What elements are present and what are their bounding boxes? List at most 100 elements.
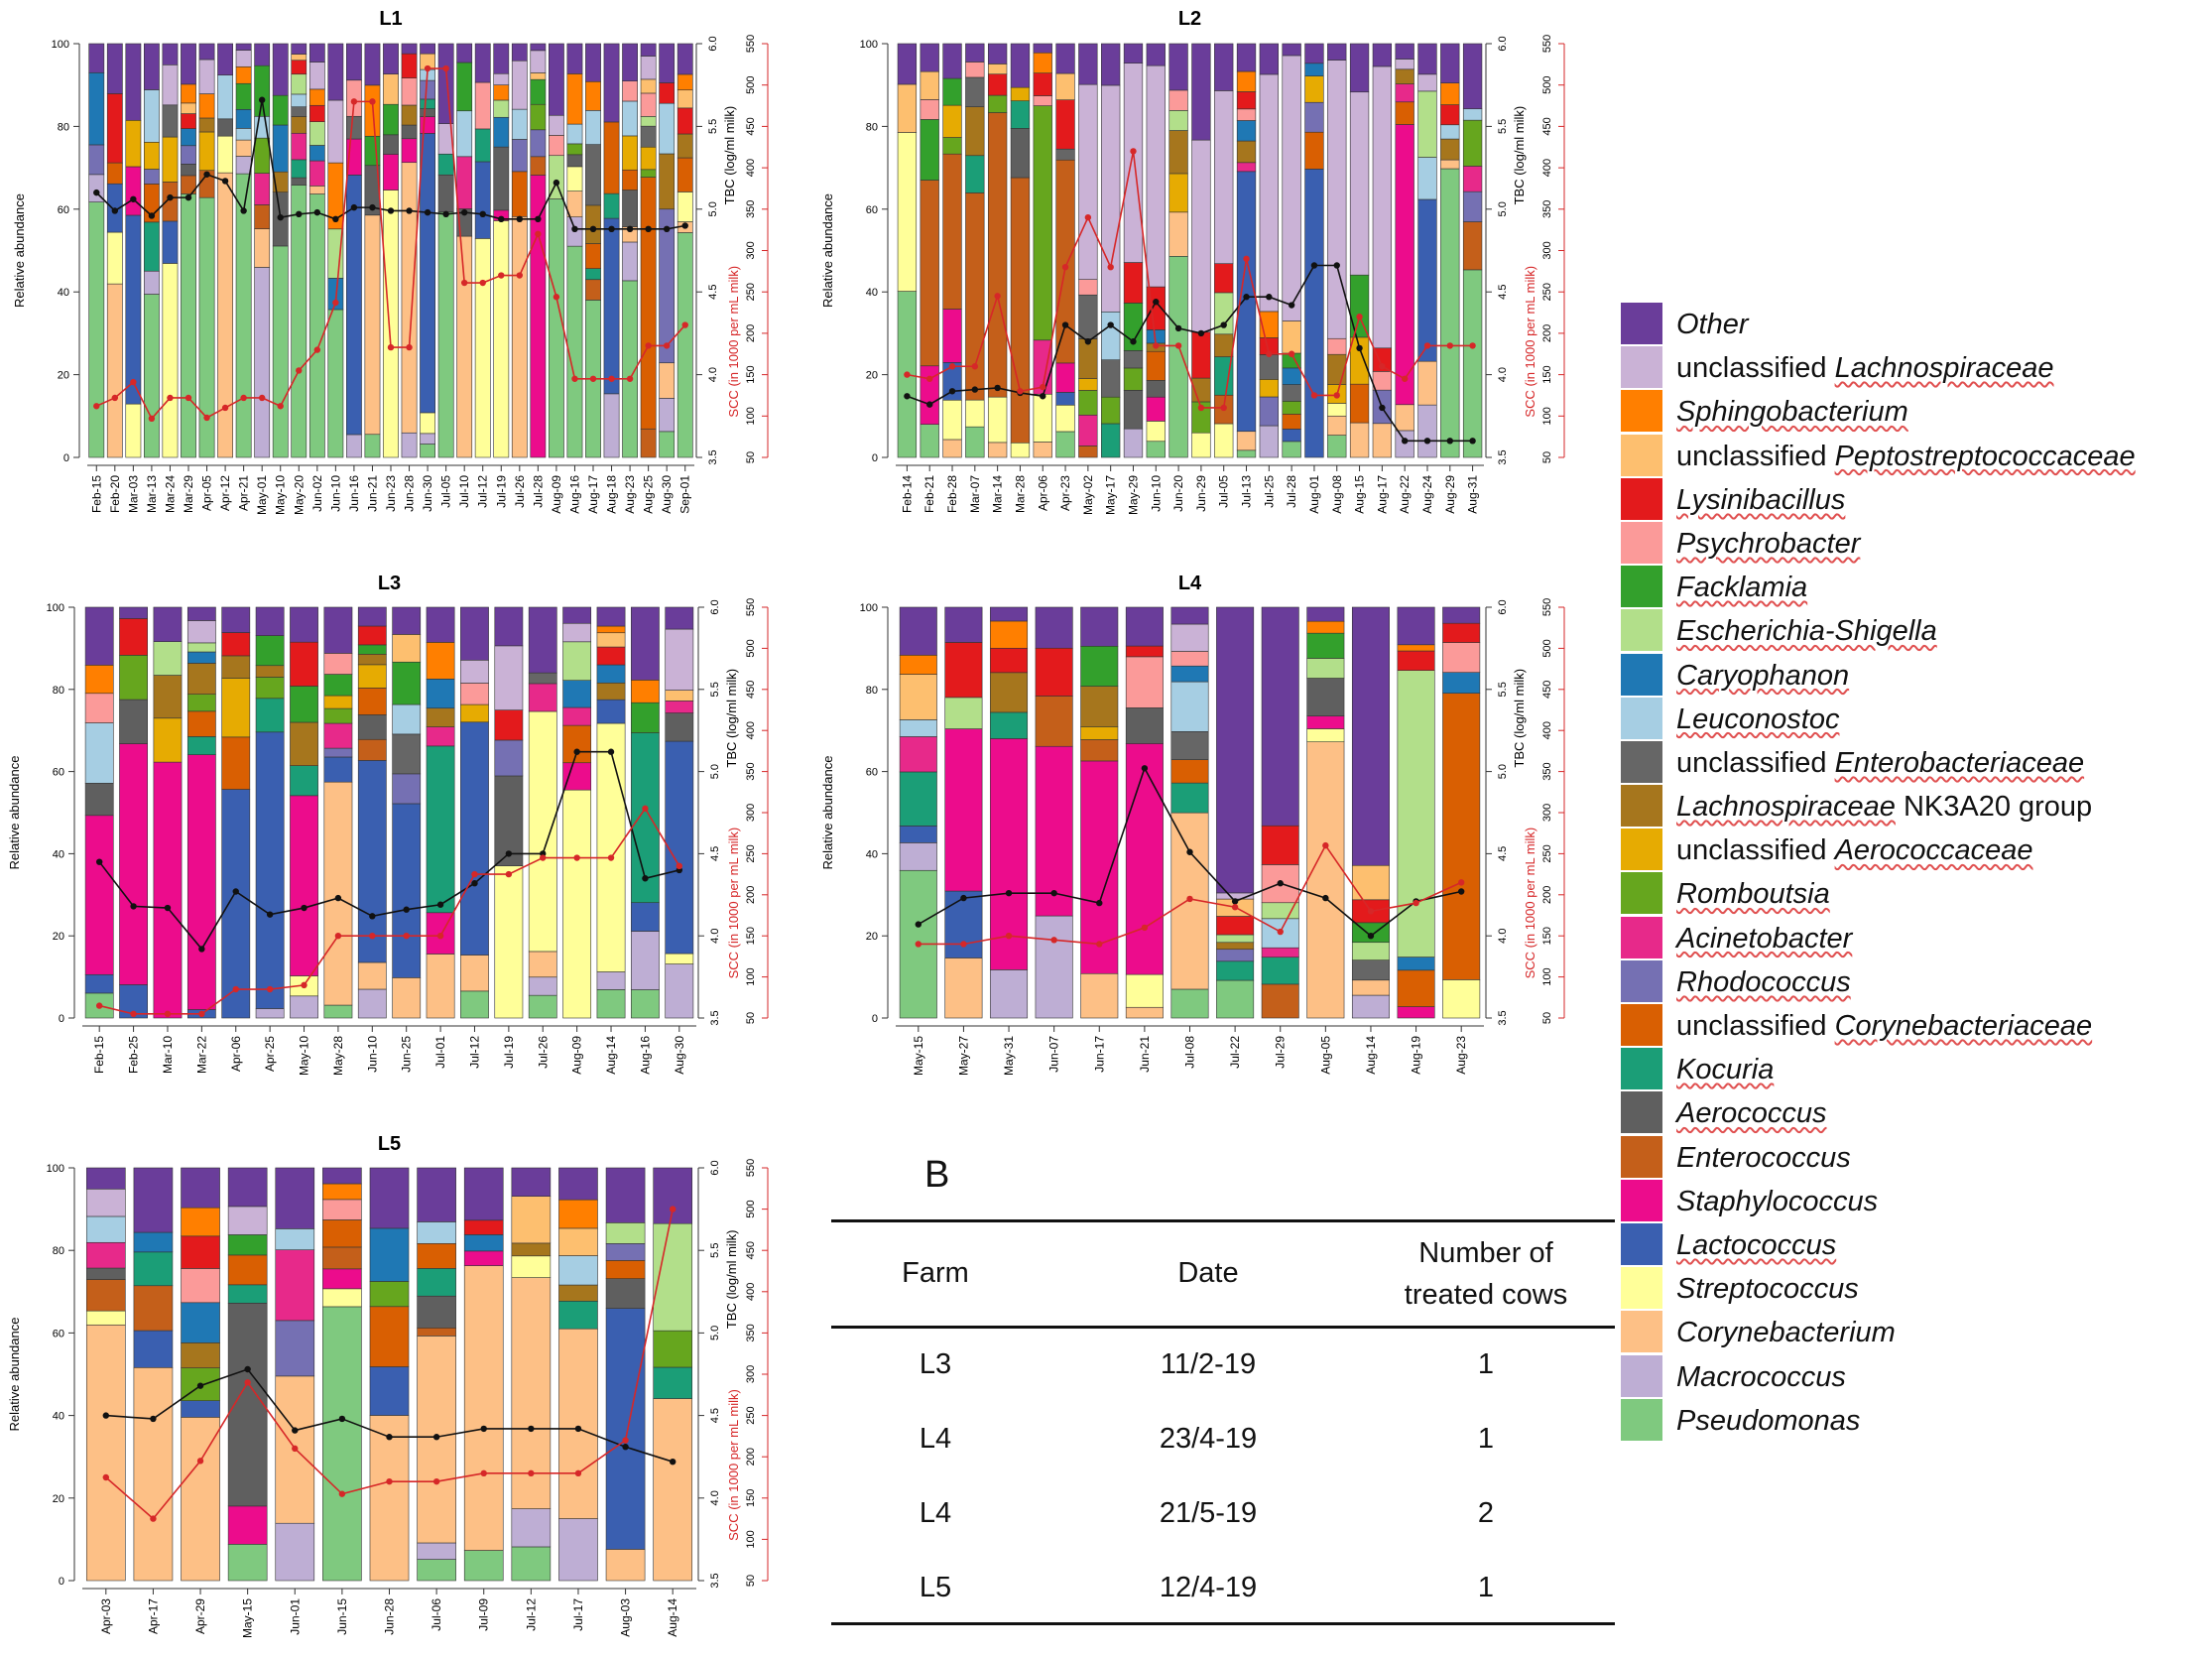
tbc-tick-label: 6.0: [709, 1160, 721, 1175]
bar-segment: [460, 955, 489, 992]
bar-segment: [1170, 606, 1209, 625]
bar-segment: [88, 144, 105, 176]
bar-segment: [665, 606, 694, 630]
scc-tick-label: 100: [745, 407, 757, 425]
scc-point: [1288, 350, 1295, 357]
bar-segment: [460, 683, 489, 705]
bar-segment: [942, 77, 962, 106]
bar-segment: [133, 1167, 174, 1233]
stacked-bar: [323, 606, 353, 1019]
bar-segment: [1010, 128, 1031, 179]
scc-point: [663, 342, 671, 349]
scc-tick-label: 550: [745, 35, 757, 53]
tbc-point: [1061, 321, 1069, 328]
x-tick-label: Aug-05: [1318, 1036, 1332, 1075]
stacked-bar: [198, 43, 215, 458]
bar-segment: [1351, 606, 1390, 866]
bar-segment: [1351, 979, 1390, 996]
tbc-point: [516, 215, 524, 223]
bar-segment: [1395, 59, 1414, 70]
bar-segment: [308, 43, 325, 63]
bar-segment: [987, 396, 1008, 444]
bar-segment: [106, 43, 123, 94]
scc-point: [1040, 383, 1046, 391]
bar-segment: [1440, 82, 1460, 105]
bar-segment: [254, 228, 271, 268]
legend-label: Caryophanon: [1676, 659, 1850, 692]
tbc-point: [338, 1415, 346, 1423]
bar-segment: [653, 1167, 693, 1224]
scc-point: [244, 1379, 251, 1386]
tbc-tick-label: 4.5: [1497, 846, 1509, 861]
scc-tick-label: 200: [745, 1448, 757, 1466]
y-tick-label: 100: [47, 602, 64, 614]
bar-segment: [942, 104, 962, 138]
bar-segment: [622, 190, 638, 227]
bar-segment: [987, 43, 1008, 64]
tbc-point: [1367, 933, 1375, 940]
scc-point: [574, 1469, 582, 1477]
bar-segment: [227, 1234, 268, 1256]
bar-segment: [1168, 211, 1188, 257]
stacked-bar: [1417, 43, 1437, 458]
y-tick-label: 80: [53, 685, 64, 697]
scc-point: [681, 321, 688, 328]
bar-segment: [84, 606, 114, 666]
row-2-count: 1: [1477, 1423, 1495, 1455]
bar-segment: [254, 43, 271, 66]
scc-point: [111, 394, 119, 402]
bar-segment: [511, 1196, 552, 1244]
bar-segment: [1440, 124, 1460, 140]
tbc-point: [196, 1382, 204, 1389]
bar-segment: [566, 73, 583, 125]
bar-segment: [965, 76, 985, 107]
tbc-point: [669, 1458, 676, 1466]
bar-segment: [181, 193, 196, 458]
legend-swatch: [1621, 653, 1662, 696]
x-tick-label: Sep-01: [678, 475, 692, 514]
tbc-point: [369, 203, 376, 211]
legend-item: Escherichia-Shigella: [1615, 609, 2210, 653]
bar-segment: [1259, 425, 1279, 458]
x-tick-label: May-27: [956, 1036, 970, 1076]
legend-item: Other: [1615, 303, 2210, 346]
x-tick-label: Jul-17: [571, 1598, 585, 1631]
x-tick-label: Jul-05: [1217, 475, 1231, 508]
stacked-bar: [1010, 43, 1031, 458]
tbc-point: [589, 225, 597, 233]
scc-tick-label: 300: [1541, 241, 1553, 259]
bar-segment: [383, 73, 399, 105]
bar-segment: [417, 1327, 456, 1337]
stacked-bar: [944, 606, 983, 1019]
bar-segment: [463, 1219, 504, 1235]
scc-tick-label: 250: [1541, 844, 1553, 862]
bar-segment: [272, 43, 289, 96]
legend-label: unclassified Aerococcaceae: [1676, 834, 2033, 867]
bar-segment: [603, 121, 620, 194]
legend-swatch: [1621, 1004, 1662, 1046]
bar-segment: [511, 215, 528, 458]
y-tick-label: 80: [866, 121, 878, 133]
bar-segment: [622, 43, 638, 81]
bar-segment: [235, 128, 252, 141]
bar-segment: [1055, 362, 1075, 393]
bar-segment: [133, 1366, 174, 1582]
bar-segment: [659, 431, 676, 458]
x-tick-label: Jun-10: [365, 1036, 379, 1073]
bar-segment: [401, 162, 418, 434]
scc-point: [471, 870, 478, 878]
stacked-bar: [85, 1167, 126, 1582]
bar-segment: [640, 78, 657, 94]
x-tick-label: Jun-28: [403, 475, 417, 512]
bar-segment: [603, 43, 620, 123]
x-tick-label: May-29: [1126, 475, 1140, 515]
bar-segment: [308, 62, 325, 90]
y-tick-label: 40: [53, 1411, 64, 1423]
bar-segment: [106, 231, 123, 285]
stacked-bar: [327, 43, 344, 458]
bar-segment: [84, 815, 114, 975]
bar-segment: [585, 80, 601, 111]
tbc-tick-label: 4.5: [707, 285, 719, 300]
tbc-point: [607, 748, 615, 755]
x-tick-label: Jul-29: [1274, 1036, 1288, 1069]
